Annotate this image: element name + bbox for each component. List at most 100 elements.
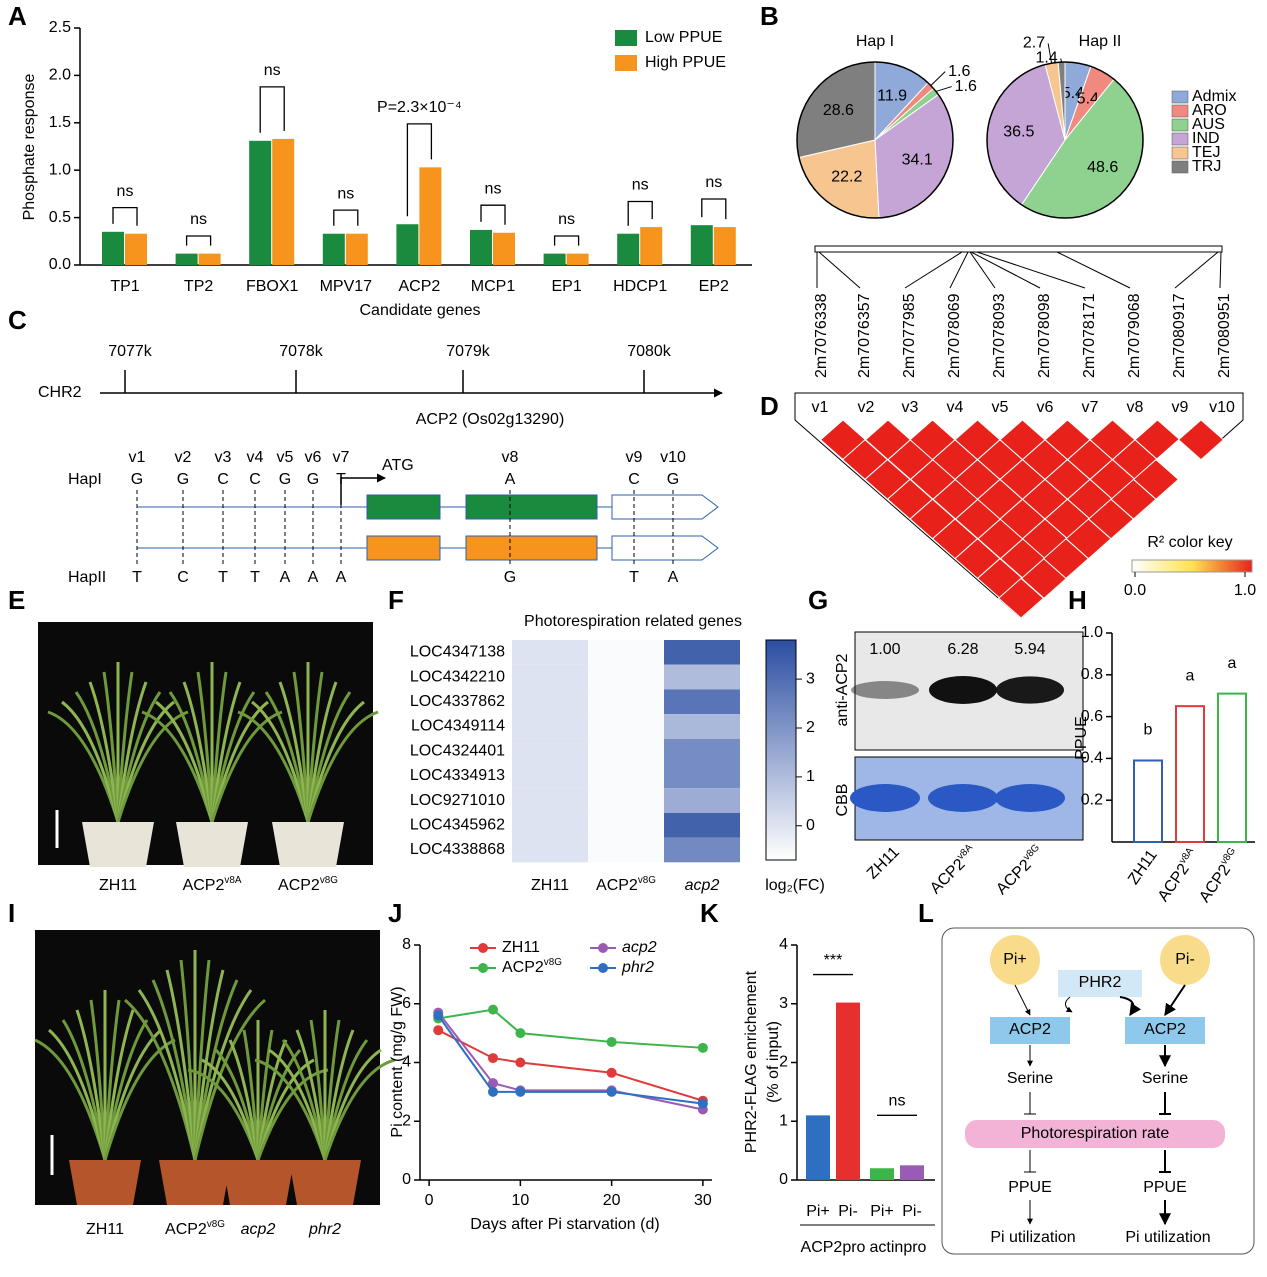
line xyxy=(438,1008,703,1049)
band xyxy=(850,784,920,812)
pie-outline xyxy=(796,61,954,219)
leader-line xyxy=(1047,43,1053,64)
heatmap-cell xyxy=(588,664,664,690)
bar xyxy=(322,233,345,265)
annotation: ns xyxy=(889,1093,906,1110)
y-tick-label: 0 xyxy=(402,1171,411,1188)
bar xyxy=(806,1115,830,1180)
bracket xyxy=(112,206,138,226)
panel-label: E xyxy=(8,585,25,615)
color-bar xyxy=(765,639,797,861)
x-tick-label: EP2 xyxy=(699,278,729,295)
x-tick-label: Pi- xyxy=(902,1203,922,1220)
variant-label: v10 xyxy=(660,449,686,466)
bar xyxy=(566,253,589,265)
allele: C xyxy=(177,569,189,586)
variant-label: v6 xyxy=(305,449,322,466)
exon xyxy=(366,535,441,561)
bracket xyxy=(185,235,212,246)
pie-title: Hap II xyxy=(1079,33,1122,50)
photo-label: ACP2v8G xyxy=(278,875,338,894)
annotation: a xyxy=(1186,667,1195,684)
column-label: ZH11 xyxy=(531,877,569,894)
variant-label: v3 xyxy=(902,399,919,416)
y-tick-label: 0.4 xyxy=(1081,750,1103,767)
color-key-bar xyxy=(1131,559,1253,573)
allele: A xyxy=(280,569,291,586)
y-tick-label: 2 xyxy=(402,1112,411,1129)
annotation: P=2.3×10⁻⁴ xyxy=(377,99,462,116)
inhibition xyxy=(1024,1092,1036,1115)
heatmap-cell xyxy=(512,640,588,665)
legend-label: acp2 xyxy=(622,939,657,956)
bracket xyxy=(333,209,359,226)
allele: G xyxy=(667,471,679,488)
legend-swatch xyxy=(615,55,637,71)
bar xyxy=(1217,692,1247,843)
x-tick-label: ZH11 xyxy=(1125,847,1161,888)
pot xyxy=(176,822,248,867)
tss-arrow xyxy=(340,473,386,505)
pie-value-label: 5.4 xyxy=(1062,85,1084,102)
allele: G xyxy=(131,471,143,488)
input-label: Pi+ xyxy=(1003,951,1027,968)
x-tick-label: FBOX1 xyxy=(246,278,299,295)
column-label: acp2 xyxy=(685,877,720,894)
group-label: ACP2pro xyxy=(801,1239,866,1256)
point xyxy=(606,1086,617,1097)
blot-value: 6.28 xyxy=(947,641,978,658)
panel-label: C xyxy=(8,305,27,335)
arrow xyxy=(1014,984,1031,1016)
bar xyxy=(493,232,515,265)
annotation: ns xyxy=(485,180,502,197)
outcome-label: Pi utilization xyxy=(990,1229,1075,1246)
panel-label: F xyxy=(388,585,404,615)
position-label: 7080k xyxy=(627,343,672,360)
physical-map xyxy=(814,245,1223,253)
legend-point xyxy=(478,963,488,973)
regulator-label: PHR2 xyxy=(1079,974,1122,991)
heatmap-cell xyxy=(512,788,588,813)
legend-label: IND xyxy=(1192,130,1220,147)
model-frame xyxy=(941,927,1255,1255)
marker-label: 2m7076338 xyxy=(813,293,830,378)
allele: A xyxy=(668,569,679,586)
connector xyxy=(970,251,1041,289)
variant-label: v2 xyxy=(175,449,192,466)
bar xyxy=(102,231,124,265)
connector xyxy=(1174,251,1219,289)
variant-label: v5 xyxy=(277,449,294,466)
legend-label: TRJ xyxy=(1192,158,1221,175)
heatmap-cell xyxy=(512,738,588,764)
bar xyxy=(870,1168,894,1180)
legend-label: High PPUE xyxy=(645,54,726,71)
pie-value-label: 5.4 xyxy=(1077,90,1099,107)
pie-value-label: 34.1 xyxy=(902,152,933,169)
y-tick-label: 6 xyxy=(402,995,411,1012)
allele: G xyxy=(504,569,516,586)
bar xyxy=(1175,705,1205,844)
outcome-label: Pi utilization xyxy=(1125,1229,1210,1246)
color-key-label: 1.0 xyxy=(1234,582,1256,599)
y-axis-title: PHR2-FLAG enrichement xyxy=(743,970,760,1153)
variant-label: v2 xyxy=(858,399,875,416)
color-bar-label: 2 xyxy=(806,719,815,736)
photo-label-sup: v8A xyxy=(224,875,241,886)
panel-label: B xyxy=(760,1,779,31)
x-tick-label-base: ACP2 xyxy=(1196,862,1234,906)
gene-node xyxy=(1125,1017,1205,1044)
group-label: actinpro xyxy=(870,1239,927,1256)
annotation: *** xyxy=(824,952,843,969)
heatmap-cell xyxy=(512,812,588,838)
heatmap-cell xyxy=(664,788,740,813)
heatmap-cell xyxy=(664,714,740,739)
x-tick-label: 20 xyxy=(603,1192,621,1209)
connector xyxy=(949,251,969,289)
variant-label: v1 xyxy=(129,449,146,466)
y-tick-label: 4 xyxy=(779,936,788,953)
bar xyxy=(690,225,713,265)
connector xyxy=(1056,251,1131,289)
bar xyxy=(396,224,419,265)
gene-node xyxy=(990,1017,1070,1044)
annotation: ns xyxy=(190,211,207,228)
